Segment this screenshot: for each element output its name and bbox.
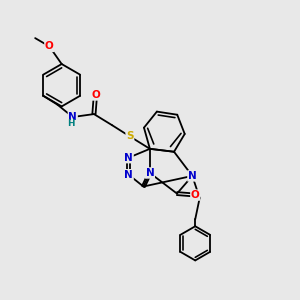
Text: O: O [91,90,100,100]
Text: N: N [124,153,133,163]
Text: N: N [68,112,77,122]
Text: N: N [146,168,154,178]
Text: H: H [67,119,74,128]
Text: O: O [45,41,54,51]
Text: S: S [126,131,134,142]
Text: O: O [191,190,200,200]
Text: N: N [188,171,197,181]
Text: N: N [124,170,133,180]
